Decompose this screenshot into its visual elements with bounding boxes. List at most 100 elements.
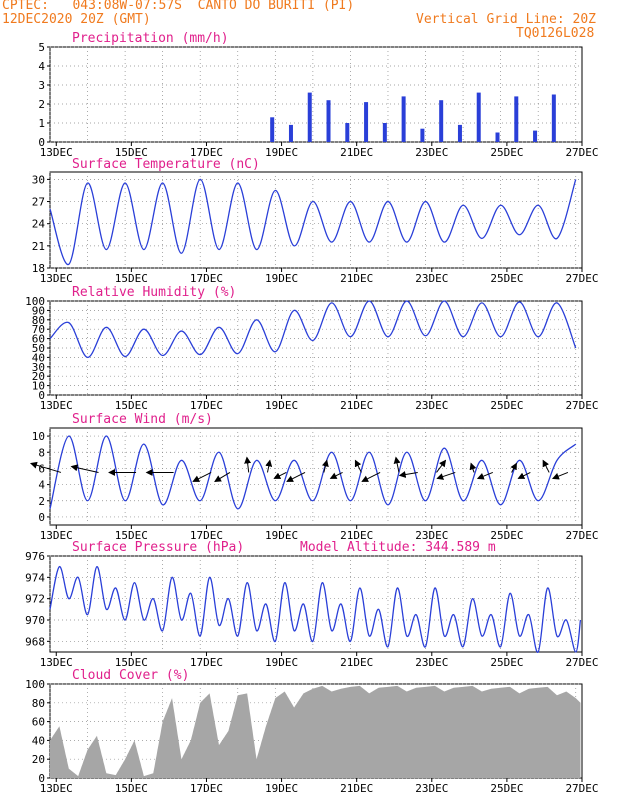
wind-arrow <box>542 459 550 473</box>
precip-bar <box>364 102 369 142</box>
x-tick-label: 13DEC <box>40 146 73 159</box>
panel-frame <box>49 46 583 143</box>
wind-arrow <box>214 472 231 482</box>
x-tick-label: 15DEC <box>115 399 148 412</box>
panel-title: Relative Humidity (%) <box>72 285 236 300</box>
y-tick-label: 4 <box>38 479 45 492</box>
x-tick-label: 25DEC <box>490 146 523 159</box>
y-tick-label: 0 <box>38 511 45 524</box>
y-tick-label: 40 <box>32 734 45 747</box>
precip-bar <box>476 92 481 142</box>
panel-title: Surface Pressure (hPa) <box>72 540 244 555</box>
y-tick-label: 10 <box>32 430 45 443</box>
x-tick-label: 13DEC <box>40 529 73 542</box>
precip-bar <box>495 132 500 142</box>
x-tick-label: 23DEC <box>415 782 448 795</box>
precip-bar <box>514 96 519 142</box>
x-tick-label: 23DEC <box>415 399 448 412</box>
wind-arrow <box>476 471 493 480</box>
x-tick-label: 13DEC <box>40 399 73 412</box>
y-tick-label: 5 <box>38 41 45 54</box>
wind-arrow <box>273 472 287 479</box>
panel-3: 0 2 4 6 8 10 13DEC 15DEC 17DEC 19DEC 21DEC 23DEC 25D… <box>29 412 599 542</box>
header-model-code: TQ0126L028 <box>516 26 595 41</box>
panel-title: Precipitation (mm/h) <box>72 31 229 46</box>
y-tick-label: 10 <box>32 380 45 393</box>
series-line <box>49 178 577 265</box>
y-tick-label: 30 <box>32 361 45 374</box>
precip-bar <box>439 100 444 142</box>
x-tick-label: 17DEC <box>190 146 223 159</box>
y-tick-label: 80 <box>32 314 45 327</box>
x-tick-label: 27DEC <box>565 529 598 542</box>
series-line <box>49 300 577 359</box>
x-tick-label: 25DEC <box>490 272 523 285</box>
y-tick-label: 976 <box>25 550 45 563</box>
wind-arrow <box>286 472 306 482</box>
wind-arrow <box>469 462 477 473</box>
panel-title: Surface Temperature (nC) <box>72 157 260 172</box>
y-tick-label: 100 <box>25 678 45 691</box>
cloud-area <box>50 685 581 778</box>
x-tick-label: 17DEC <box>190 529 223 542</box>
y-tick-label: 4 <box>38 60 45 73</box>
header-run-date: 12DEC2020 20Z (GMT) <box>2 12 151 27</box>
x-tick-label: 19DEC <box>265 399 298 412</box>
wind-arrow <box>551 471 569 480</box>
y-tick-label: 20 <box>32 370 45 383</box>
x-tick-label: 17DEC <box>190 656 223 669</box>
panel-5: 0 20 40 60 80 100 13DEC 15DEC 17DEC 19DEC 21DEC 23D… <box>25 668 598 795</box>
wind-arrow <box>321 459 329 473</box>
panel-annotation: Model Altitude: 344.589 m <box>300 540 496 555</box>
x-tick-label: 13DEC <box>40 272 73 285</box>
precip-bar <box>533 130 538 142</box>
x-tick-label: 27DEC <box>565 399 598 412</box>
y-tick-label: 21 <box>32 240 45 253</box>
y-tick-label: 90 <box>32 304 45 317</box>
y-tick-label: 6 <box>38 462 45 475</box>
x-tick-label: 19DEC <box>265 656 298 669</box>
y-tick-label: 30 <box>32 173 45 186</box>
wind-arrow <box>510 462 517 473</box>
x-tick-label: 25DEC <box>490 656 523 669</box>
x-tick-label: 23DEC <box>415 146 448 159</box>
y-tick-label: 24 <box>32 218 46 231</box>
y-tick-label: 8 <box>38 446 45 459</box>
y-tick-label: 0 <box>38 772 45 785</box>
wind-arrow <box>192 472 212 482</box>
wind-arrow <box>354 459 362 473</box>
y-tick-label: 18 <box>32 262 45 275</box>
y-tick-label: 970 <box>25 614 45 627</box>
y-tick-label: 1 <box>38 117 45 130</box>
wind-arrow <box>244 456 252 473</box>
x-tick-label: 17DEC <box>190 782 223 795</box>
panel-4: 968 970 972 974 976 13DEC 15DEC 17DEC 19DEC 21DEC… <box>25 540 598 669</box>
panel-frame <box>49 427 583 526</box>
y-tick-label: 2 <box>38 495 45 508</box>
x-tick-label: 21DEC <box>340 782 373 795</box>
wind-arrow <box>517 472 531 479</box>
x-tick-label: 19DEC <box>265 782 298 795</box>
x-tick-label: 25DEC <box>490 399 523 412</box>
y-tick-label: 40 <box>32 351 45 364</box>
panel-1: 18 21 24 27 30 13DEC 15DEC 17DEC 19DEC 21DEC 23DEC… <box>32 157 599 285</box>
y-tick-label: 0 <box>38 389 45 402</box>
x-tick-label: 13DEC <box>40 782 73 795</box>
x-tick-label: 21DEC <box>340 656 373 669</box>
y-tick-label: 972 <box>25 593 45 606</box>
precip-bar <box>307 92 312 142</box>
x-tick-label: 23DEC <box>415 656 448 669</box>
precip-bar <box>457 124 462 142</box>
x-tick-label: 27DEC <box>565 782 598 795</box>
y-tick-label: 2 <box>38 98 45 111</box>
y-tick-label: 100 <box>25 295 45 308</box>
precip-bar <box>326 100 331 142</box>
y-tick-label: 3 <box>38 79 45 92</box>
x-tick-label: 21DEC <box>340 146 373 159</box>
y-tick-label: 0 <box>38 136 45 149</box>
wind-arrow <box>265 459 273 473</box>
x-tick-label: 25DEC <box>490 529 523 542</box>
x-tick-label: 19DEC <box>265 146 298 159</box>
x-tick-label: 15DEC <box>115 146 148 159</box>
